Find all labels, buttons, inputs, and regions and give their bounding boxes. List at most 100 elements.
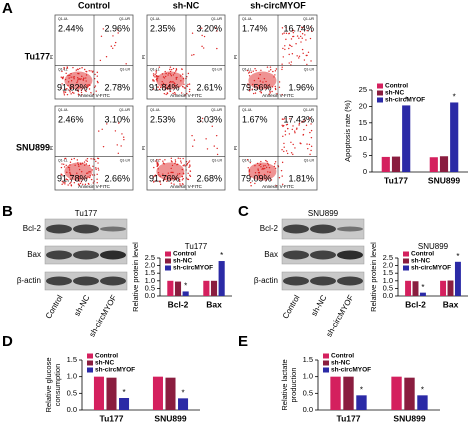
bar: [165, 377, 176, 410]
cell-dot: [90, 158, 92, 160]
cell-dot: [178, 178, 181, 181]
bar: [429, 157, 438, 172]
cell-dot: [155, 70, 157, 72]
cell-dot: [266, 84, 268, 86]
cell-dot: [78, 168, 81, 171]
cell-dot: [78, 184, 80, 187]
cell-dot: [67, 84, 69, 87]
cell-dot: [304, 119, 307, 122]
cell-dot: [213, 145, 215, 147]
cell-dot: [270, 179, 273, 181]
cell-dot: [178, 173, 181, 175]
cell-dot: [173, 183, 175, 185]
cell-dot: [302, 52, 304, 55]
cell-dot: [171, 81, 173, 83]
cell-dot: [88, 84, 91, 86]
cell-dot: [159, 158, 161, 161]
cell-dot: [306, 143, 308, 145]
cell-dot: [186, 92, 188, 95]
cell-dot: [73, 157, 75, 160]
cell-dot: [61, 174, 63, 176]
cell-dot: [157, 164, 160, 166]
cell-dot: [276, 93, 278, 95]
y-tick-label: 15: [359, 118, 367, 127]
cell-dot: [180, 160, 182, 162]
cell-dot: [173, 72, 176, 74]
cell-dot: [85, 80, 87, 82]
cell-dot: [64, 183, 66, 185]
quadrant-label: Q1-UR: [211, 108, 222, 112]
quadrant-label: Q1-UR: [211, 17, 222, 21]
cell-dot: [172, 67, 175, 70]
quadrant-label: Q1-LL: [58, 158, 68, 162]
cell-dot: [162, 82, 165, 85]
cell-dot: [278, 177, 281, 179]
cell-dot: [268, 70, 270, 72]
y-tick-label: 0.0: [145, 291, 155, 300]
cell-dot: [284, 45, 286, 47]
cell-dot: [122, 136, 125, 138]
bar: [167, 280, 174, 296]
legend-swatch: [165, 258, 171, 264]
cell-dot: [305, 39, 307, 41]
cell-dot: [270, 69, 272, 71]
cell-dot: [174, 70, 177, 72]
cell-dot: [153, 75, 155, 77]
percent-lr: 2.66%: [104, 173, 130, 183]
cell-dot: [253, 79, 256, 82]
cell-dot: [286, 152, 289, 155]
cell-dot: [166, 180, 168, 183]
y-tick-label: 2.0: [383, 261, 393, 270]
cell-dot: [298, 37, 300, 39]
cell-dot: [248, 171, 251, 173]
cell-dot: [99, 59, 102, 62]
x-tick-label: Tu177: [384, 175, 408, 185]
cell-dot: [164, 75, 167, 78]
cell-dot: [165, 175, 168, 177]
cell-dot: [153, 80, 155, 82]
cell-dot: [174, 82, 176, 85]
cell-dot: [295, 43, 297, 45]
cell-dot: [152, 88, 155, 90]
cell-dot: [156, 75, 158, 77]
cell-dot: [288, 47, 290, 50]
cell-dot: [257, 169, 260, 172]
bar: [119, 398, 130, 410]
cell-dot: [85, 90, 87, 93]
significance-marker: *: [181, 388, 184, 397]
cell-dot: [69, 87, 71, 89]
cell-dot: [163, 92, 166, 95]
percent-lr: 1.81%: [288, 173, 314, 183]
percent-ul: 2.35%: [150, 23, 176, 33]
cell-dot: [168, 86, 170, 88]
legend-swatch: [87, 353, 93, 359]
y-tick-label: 1.5: [145, 268, 155, 277]
cell-dot: [77, 183, 80, 185]
cell-dot: [259, 163, 262, 166]
cell-dot: [95, 167, 97, 169]
quadrant-label: Q1-LL: [150, 158, 160, 162]
cell-dot: [70, 158, 73, 161]
cell-dot: [274, 85, 276, 88]
cell-dot: [61, 180, 63, 183]
cell-dot: [72, 66, 74, 69]
cell-dot: [156, 163, 159, 165]
significance-marker: *: [184, 282, 187, 291]
cell-dot: [93, 158, 96, 161]
bar: [356, 395, 367, 410]
cell-dot: [88, 70, 90, 72]
cell-dot: [298, 57, 300, 59]
cell-dot: [123, 138, 125, 141]
cell-dot: [170, 157, 173, 160]
percent-ul: 1.74%: [242, 23, 268, 33]
blot-title: SNU899: [308, 209, 339, 218]
cell-dot: [158, 174, 160, 176]
cell-dot: [262, 167, 264, 170]
cell-dot: [77, 87, 79, 89]
cell-dot: [280, 169, 283, 172]
blot-title: Tu177: [75, 209, 98, 218]
cell-dot: [191, 134, 193, 137]
cell-dot: [281, 27, 284, 29]
cell-dot: [182, 172, 185, 175]
y-tick-label: 1.5: [67, 355, 77, 364]
